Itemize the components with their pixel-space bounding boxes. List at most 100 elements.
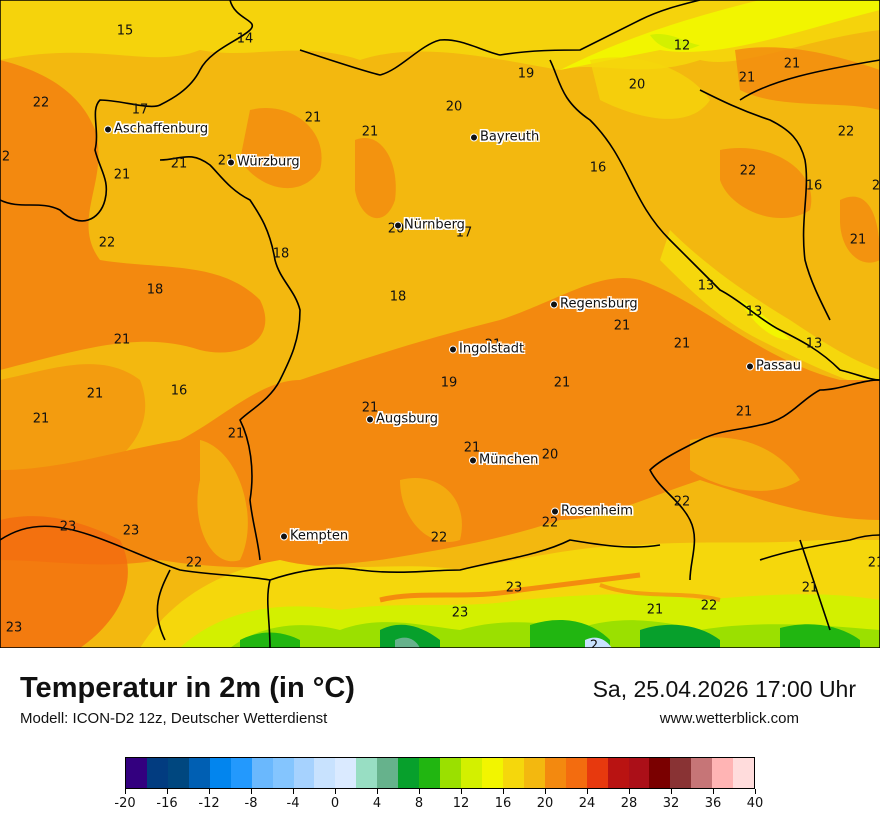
colorbar-tick (754, 789, 756, 794)
temperature-value: 18 (272, 246, 290, 262)
temperature-value: 21 (32, 411, 50, 427)
colorbar-tick-label: 40 (746, 796, 764, 811)
colorbar-segment (356, 758, 378, 788)
city-marker: München (469, 450, 538, 469)
colorbar-tick (586, 789, 588, 794)
colorbar-tick-label: -16 (156, 796, 178, 811)
city-marker: Bayreuth (470, 127, 539, 146)
temperature-value: 22 (739, 163, 757, 179)
temperature-value: 23 (59, 519, 77, 535)
temperature-value: 22 (673, 494, 691, 510)
city-name: Bayreuth (480, 129, 540, 145)
city-marker: Regensburg (550, 294, 638, 313)
city-name: Ingolstadt (459, 341, 525, 357)
colorbar-ticks: -20 -16 -12 -8 -4 0 4 8 12 16 20 24 28 32 36 40 (114, 789, 763, 819)
colorbar-tick-label: 20 (536, 796, 554, 811)
temperature-value: 22 (430, 530, 448, 546)
colorbar-segment (628, 758, 650, 788)
city-marker: Kempten (280, 526, 348, 545)
temperature-value: 22 (837, 124, 855, 140)
temperature-value: 13 (805, 336, 823, 352)
city-marker: Rosenheim (551, 501, 633, 520)
temperature-value: 12 (673, 38, 691, 54)
city-marker: Passau (746, 356, 801, 375)
city-marker: Ingolstadt (449, 339, 524, 358)
temperature-value: 13 (745, 304, 763, 320)
city-dot-icon (551, 507, 559, 515)
colorbar-segment (293, 758, 315, 788)
temperature-value: 21 (849, 232, 867, 248)
colorbar-segment (146, 758, 168, 788)
city-name: Regensburg (560, 296, 638, 312)
colorbar-tick (418, 789, 420, 794)
website-link[interactable]: www.wetterblick.com (659, 710, 799, 727)
city-marker: Nürnberg (394, 215, 465, 234)
temperature-value: 2 (871, 178, 880, 194)
city-dot-icon (366, 415, 374, 423)
city-dot-icon (469, 456, 477, 464)
colorbar-segment (188, 758, 210, 788)
colorbar-tick-label: 36 (704, 796, 722, 811)
city-name: Nürnberg (404, 217, 465, 233)
colorbar-segment (523, 758, 545, 788)
temperature-value: 2 (589, 638, 599, 649)
city-dot-icon (470, 133, 478, 141)
colorbar-tick-label: 28 (620, 796, 638, 811)
colorbar-segment (251, 758, 273, 788)
colorbar-segment (544, 758, 566, 788)
colorbar-tick (124, 789, 126, 794)
temperature-value: 2 (1, 149, 11, 165)
temperature-value: 18 (146, 282, 164, 298)
temperature-value: 22 (32, 95, 50, 111)
temperature-value: 20 (628, 77, 646, 93)
colorbar-segment (209, 758, 231, 788)
city-name: Rosenheim (561, 503, 633, 519)
map-background (0, 0, 880, 648)
colorbar-tick (334, 789, 336, 794)
colorbar-tick (166, 789, 168, 794)
temperature-value: 21 (553, 375, 571, 391)
colorbar-segment (712, 758, 734, 788)
city-name: Würzburg (237, 154, 300, 170)
temperature-value: 21 (646, 602, 664, 618)
temperature-value: 20 (541, 447, 559, 463)
colorbar-segment (314, 758, 336, 788)
colorbar-tick (502, 789, 504, 794)
temperature-value: 23 (451, 605, 469, 621)
temperature-value: 21 (170, 156, 188, 172)
colorbar-tick (628, 789, 630, 794)
city-dot-icon (227, 158, 235, 166)
city-marker: Augsburg (366, 409, 438, 428)
colorbar-segment (335, 758, 357, 788)
colorbar-tick (670, 789, 672, 794)
colorbar-tick-label: -8 (244, 796, 258, 811)
city-dot-icon (746, 362, 754, 370)
temperature-value: 13 (697, 278, 715, 294)
colorbar-tick-label: 16 (494, 796, 512, 811)
colorbar-segment (377, 758, 399, 788)
colorbar-segment (440, 758, 461, 788)
colorbar-tick (376, 789, 378, 794)
colorbar-segment (670, 758, 692, 788)
city-dot-icon (280, 532, 288, 540)
temperature-value: 21 (304, 110, 322, 126)
temperature-map: 15 14 12 19 20 21 21 22 17 20 21 21 22 2 21 21 21 16 22 16 2… (0, 0, 880, 648)
colorbar-tick-label: 32 (662, 796, 680, 811)
city-name: München (479, 452, 539, 468)
temperature-value: 21 (673, 336, 691, 352)
colorbar-segment (565, 758, 587, 788)
colorbar-tick (544, 789, 546, 794)
colorbar-segment (586, 758, 608, 788)
city-dot-icon (449, 345, 457, 353)
city-marker: Aschaffenburg (104, 119, 208, 138)
colorbar-segment (167, 758, 189, 788)
colorbar-tick-label: 24 (578, 796, 596, 811)
forecast-datetime: Sa, 25.04.2026 17:00 Uhr (592, 676, 856, 702)
page-title: Temperatur in 2m (in °C) (20, 672, 355, 704)
colorbar-tick (712, 789, 714, 794)
temperature-value: 21 (86, 386, 104, 402)
temperature-value: 20 (445, 99, 463, 115)
temperature-value: 21 (783, 56, 801, 72)
colorbar-segment (502, 758, 524, 788)
temperature-value: 23 (5, 620, 23, 636)
